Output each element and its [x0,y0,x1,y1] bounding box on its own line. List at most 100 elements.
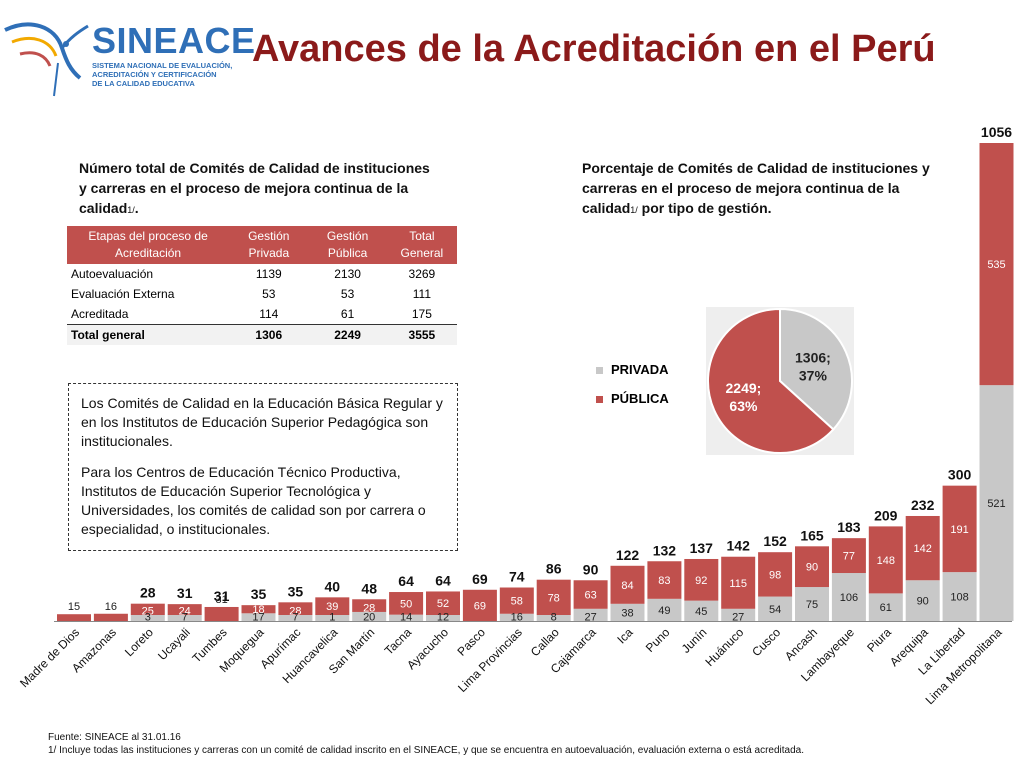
table-row: Evaluación Externa 53 53 111 [67,284,457,304]
bar-privada-label: 1 [329,612,335,624]
pie-slice-privada [779,307,853,431]
pie-chart-area: 1306; 37% 2249; 63% [706,307,854,455]
category-label: Ayacucho [404,625,451,672]
note-paragraph: Los Comités de Calidad en la Educación B… [81,395,443,449]
bar-publica [315,597,350,615]
bar-privada [536,615,571,621]
bar-total-label: 300 [948,467,972,483]
bar-total-label: 40 [325,578,341,594]
bar-publica [610,565,645,604]
bar-privada [942,572,977,621]
table-header-row: Etapas del proceso de Acreditación Gesti… [67,226,457,264]
category-label: Tacna [382,625,415,658]
bar-publica-label: 24 [179,606,191,618]
bar-privada-label: 27 [584,612,596,624]
category-label: Huánuco [702,625,746,669]
bar-privada-label: 61 [880,602,892,614]
bar-privada [426,615,460,621]
category-label: Madre de Dios [17,625,82,690]
bar-publica [905,515,940,581]
bar-publica-label: 92 [695,575,707,587]
bar-total-label: 232 [911,497,935,513]
bar-total-label: 64 [435,572,451,588]
bar-privada-label: 108 [950,592,968,604]
bar-publica-label: 18 [252,604,264,616]
bar-privada-label: 38 [621,607,633,619]
bar-total-label: 1056 [981,124,1012,140]
bar-privada-label: 27 [732,612,744,624]
bar-privada-label: 16 [511,612,523,624]
accreditation-table: Etapas del proceso de Acreditación Gesti… [67,226,457,345]
bar-publica-label: 84 [621,580,633,592]
bar-privada [241,613,276,621]
bar-total-label: 35 [288,583,304,599]
column-header: Gestión Pública [308,226,387,264]
footer: Fuente: SINEACE al 31.01.16 1/ Incluye t… [48,731,804,757]
table-cell: 1139 [255,267,282,281]
table-row: Autoevaluación 1139 2130 3269 [67,264,457,284]
bar-total-label: 48 [361,580,377,596]
note-box: Los Comités de Calidad en la Educación B… [68,383,458,551]
bar-privada-label: 8 [551,612,557,624]
bar-privada [905,580,940,621]
bar-publica-label: 52 [437,598,449,610]
legend-item-privada: PRIVADA [596,355,669,384]
category-label: Loreto [122,625,156,659]
bar-privada [278,615,313,621]
bar-privada [868,593,903,621]
bar-publica-label: 28 [363,602,375,614]
bar-publica [57,614,91,621]
bar-total-label: 35 [251,586,267,602]
column-header: Total General [386,226,457,264]
column-header: Gestión Privada [229,226,309,264]
category-label: Puno [643,625,673,655]
bar-total-label: 31 [177,585,193,601]
sineace-logo: SINEACE SISTEMA NACIONAL DE EVALUACIÓN, … [0,0,255,110]
category-label: Cusco [749,625,783,659]
bar-privada [573,608,608,621]
bar-privada [758,596,793,621]
bar-total-label: 183 [837,519,861,535]
bar-publica [93,613,128,621]
table-cell: 1306 [229,324,309,345]
category-label: Ucayali [155,625,193,663]
table-cell: 61 [340,307,355,321]
bar-privada-label: 20 [363,612,375,624]
bar-total-label: 152 [763,533,787,549]
bar-publica [278,602,313,615]
bar-privada-label: 7 [182,612,188,624]
logo-subtitle: SISTEMA NACIONAL DE EVALUACIÓN, ACREDITA… [92,61,233,88]
bar-publica-label: 15 [68,601,80,613]
bar-total-label: 209 [874,507,898,523]
page-title: Avances de la Acreditación en el Perú [252,28,936,70]
bar-total-label: 86 [546,561,562,577]
bar-privada-label: 12 [437,612,449,624]
footer-note: 1/ Incluye todas las instituciones y car… [48,745,804,756]
table-row: Acreditada 114 61 175 [67,304,457,325]
bar-total-label: 132 [653,542,677,558]
hummingbird-icon [4,22,89,97]
table-cell: 111 [412,287,432,301]
table-cell: Acreditada [71,307,129,321]
bar-total-label: 74 [509,569,525,585]
bar-privada-label: 17 [252,612,264,624]
bar-privada [389,614,424,621]
pie-slice-label: 2249; 63% [726,380,762,414]
bar-publica [499,587,534,614]
pie-slice-publica [707,307,835,454]
bar-total-label: 64 [398,573,414,589]
bar-privada-label: 49 [658,605,670,617]
bar-publica [684,558,719,601]
bar-publica [647,561,682,599]
bar-privada [167,615,202,621]
bar-publica-label: 63 [584,590,596,602]
table-cell: 114 [259,307,279,321]
bar-privada-label: 521 [987,498,1005,510]
bar-publica-label: 39 [326,601,338,613]
note-paragraph: Para los Centros de Educación Técnico Pr… [81,464,426,537]
table-cell: Total general [67,324,230,345]
pie-legend: PRIVADA PÚBLICA [596,355,669,413]
bar-publica [868,526,903,594]
legend-item-publica: PÚBLICA [596,384,669,413]
category-label: Callao [528,625,562,659]
